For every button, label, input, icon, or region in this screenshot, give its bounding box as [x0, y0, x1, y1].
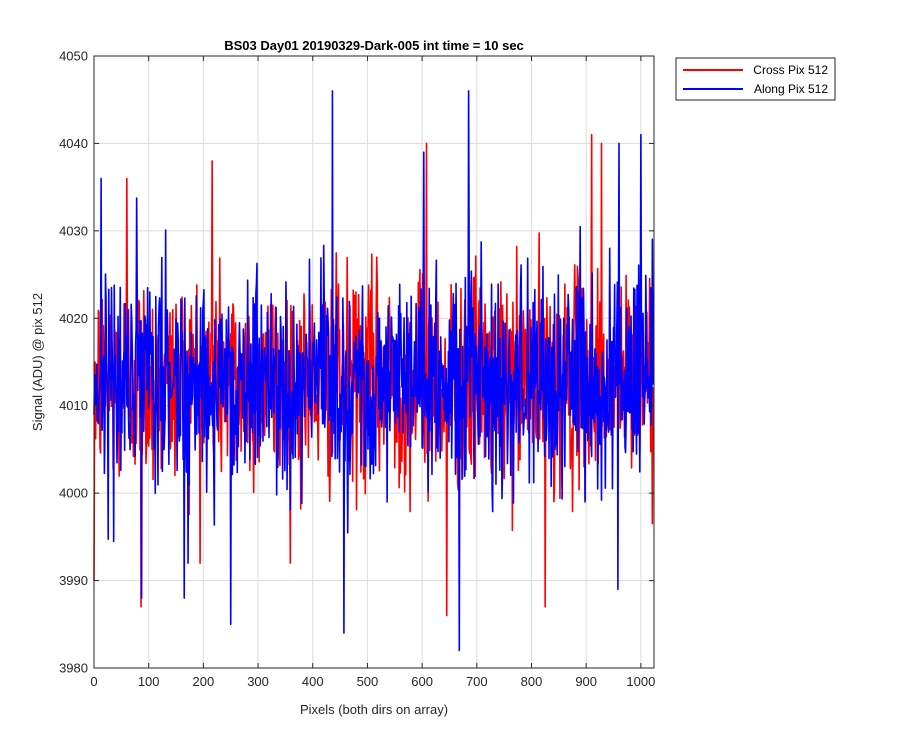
plot-frame [93, 55, 655, 669]
legend: Cross Pix 512 Along Pix 512 [675, 57, 836, 101]
legend-label-cross: Cross Pix 512 [753, 63, 828, 77]
legend-box [675, 57, 836, 101]
chart-title: BS03 Day01 20190329-Dark-005 int time = … [224, 38, 524, 53]
y-tick-label: 4030 [59, 223, 88, 238]
x-tick-label: 800 [521, 674, 543, 689]
series-layer [93, 90, 655, 652]
y-tick-label: 4050 [59, 49, 88, 64]
y-tick-label: 4040 [59, 136, 88, 151]
x-tick-label: 900 [575, 674, 597, 689]
ticks: 0 100 200 300 400 500 600 700 800 900 1000 3980 3990… [59, 49, 655, 690]
x-tick-label: 600 [411, 674, 433, 689]
x-tick-label: 0 [90, 674, 97, 689]
series-line-along-pix-512 [93, 90, 655, 652]
x-tick-label: 200 [193, 674, 215, 689]
y-tick-label: 3990 [59, 573, 88, 588]
x-tick-label: 400 [302, 674, 324, 689]
x-tick-label: 700 [466, 674, 488, 689]
x-axis-label: Pixels (both dirs on array) [300, 702, 448, 717]
y-axis-label: Signal (ADU) @ pix 512 [30, 293, 45, 431]
x-tick-label: 500 [357, 674, 379, 689]
x-tick-label: 300 [247, 674, 269, 689]
y-tick-label: 4020 [59, 311, 88, 326]
y-tick-label: 4000 [59, 486, 88, 501]
y-tick-label: 4010 [59, 398, 88, 413]
y-tick-label: 3980 [59, 661, 88, 676]
x-tick-label: 100 [138, 674, 160, 689]
x-tick-label: 1000 [626, 674, 655, 689]
legend-label-along: Along Pix 512 [754, 82, 828, 96]
